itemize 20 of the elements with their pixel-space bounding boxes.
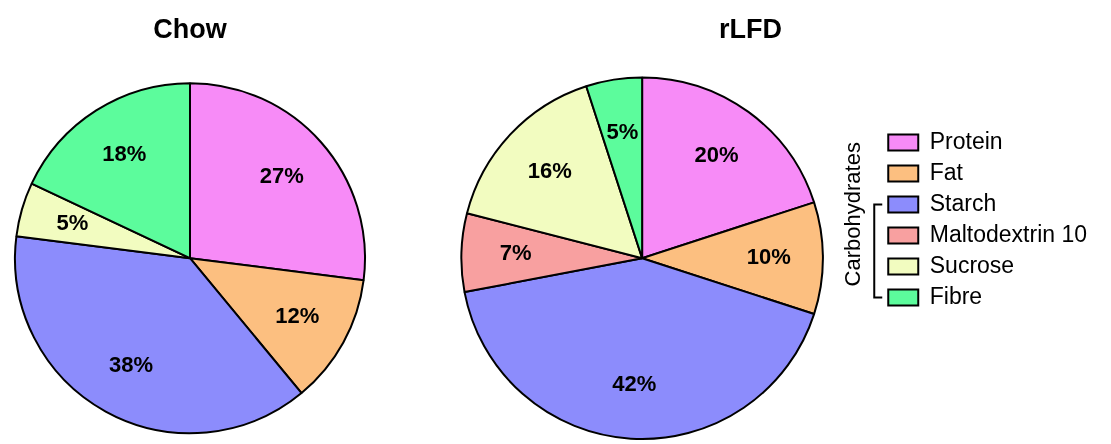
legend-label: Fibre xyxy=(929,282,983,309)
text: Carbohydrates xyxy=(840,142,866,287)
chart-title: rLFD xyxy=(719,13,782,44)
data-label: 20% xyxy=(694,141,739,167)
data-label: 10% xyxy=(746,244,791,270)
data-label: 12% xyxy=(275,303,320,329)
legend-label: Fat xyxy=(929,158,964,185)
legend-label: Maltodextrin 10 xyxy=(929,220,1087,247)
legend-label: Starch xyxy=(929,189,997,216)
data-label: 18% xyxy=(102,140,147,166)
data-label: 27% xyxy=(259,163,304,189)
data-label: 38% xyxy=(108,351,154,377)
legend-label: Sucrose xyxy=(929,251,1015,278)
legend-label: Protein xyxy=(929,127,1003,154)
data-label: 16% xyxy=(527,157,572,183)
data-label: 5% xyxy=(606,119,639,145)
chart-title: Chow xyxy=(153,13,228,44)
data-label: 5% xyxy=(56,210,89,236)
data-label: 42% xyxy=(612,370,657,396)
data-label: 7% xyxy=(499,240,532,266)
